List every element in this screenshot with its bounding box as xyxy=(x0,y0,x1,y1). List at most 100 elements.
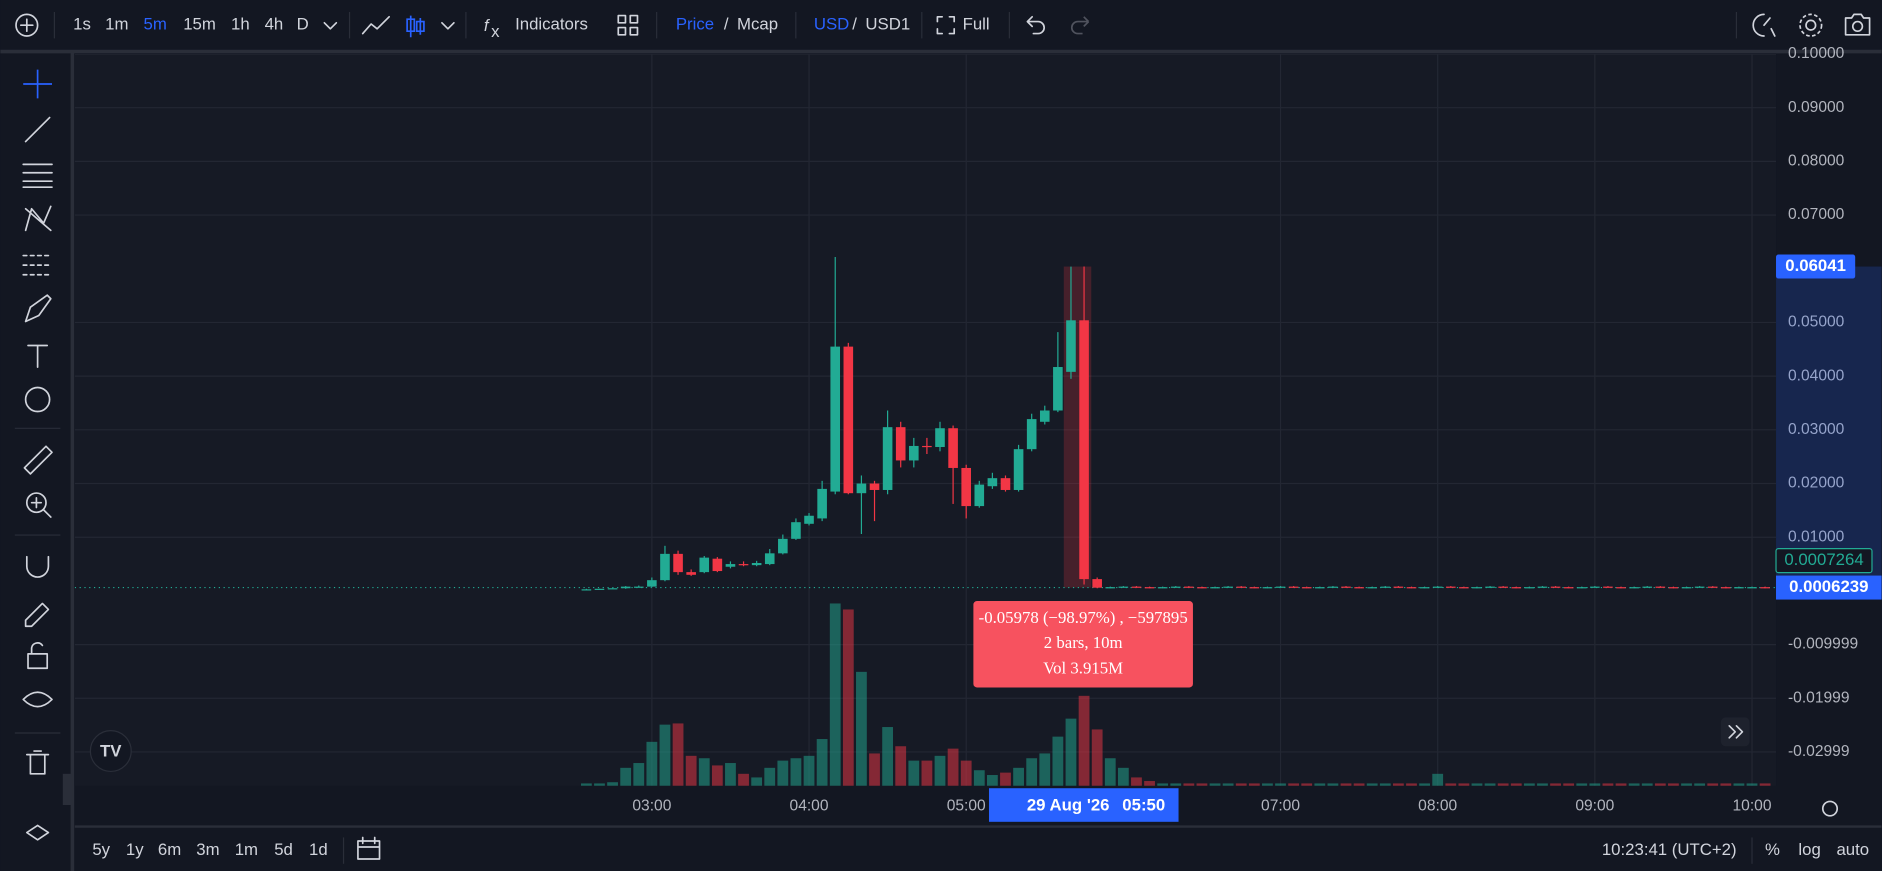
logo[interactable] xyxy=(89,730,132,773)
range-button[interactable]: 1y xyxy=(126,840,144,859)
volume-bar xyxy=(646,741,658,786)
add-symbol-button[interactable] xyxy=(15,13,39,37)
candle-body xyxy=(1262,587,1273,589)
crosshair-tool[interactable] xyxy=(23,69,53,99)
more-intervals[interactable] xyxy=(323,21,338,30)
projection-tool[interactable] xyxy=(22,254,53,276)
percent-toggle[interactable]: % xyxy=(1765,840,1780,859)
ruler-tool[interactable] xyxy=(23,445,53,475)
y-tick-label: 0.08000 xyxy=(1788,152,1845,169)
volume-bar xyxy=(607,782,618,786)
redo-button[interactable] xyxy=(1070,16,1090,35)
lock-draw-tool[interactable] xyxy=(24,602,50,628)
volume-bar xyxy=(1104,758,1116,786)
interval-button[interactable]: 1s xyxy=(73,15,91,34)
volume-bar xyxy=(659,724,671,786)
interval-button[interactable]: 1h xyxy=(231,15,250,34)
pattern-tool[interactable] xyxy=(24,205,52,232)
volume-bar xyxy=(1235,783,1247,786)
volume-bar xyxy=(1262,783,1273,786)
candle-body xyxy=(1249,587,1260,589)
alert-button[interactable] xyxy=(1752,13,1776,37)
volume-bar xyxy=(1078,695,1090,786)
volume-bar xyxy=(1589,783,1601,786)
fullscreen-button[interactable]: Full xyxy=(963,15,990,34)
usd1-toggle[interactable]: USD1 xyxy=(865,15,910,34)
settings-button[interactable] xyxy=(1805,19,1817,31)
lock-tool[interactable] xyxy=(27,642,49,670)
candle-body xyxy=(607,588,618,590)
candle-body xyxy=(594,588,605,590)
candle-body xyxy=(922,445,932,448)
fib-tool[interactable] xyxy=(22,163,53,188)
candle-body xyxy=(778,538,788,554)
undo-button[interactable] xyxy=(1026,15,1046,35)
candle-body xyxy=(1707,586,1718,588)
log-toggle[interactable]: log xyxy=(1798,840,1820,859)
volume-bar xyxy=(1615,783,1627,786)
range-button[interactable]: 3m xyxy=(196,840,219,859)
volume-bar xyxy=(1746,783,1758,786)
delete-tool[interactable] xyxy=(25,750,50,775)
visibility-tool[interactable] xyxy=(22,691,53,708)
trend-line-tool[interactable] xyxy=(24,116,51,143)
candle-body xyxy=(1092,579,1102,588)
candle-body xyxy=(647,580,657,587)
x-tick-label: 05:00 xyxy=(947,797,986,814)
range-button[interactable]: 6m xyxy=(158,840,181,859)
interval-button[interactable]: 15m xyxy=(183,15,216,34)
top-toolbar: f x Indicators Price / Mcap USD / USD1 F… xyxy=(15,11,1871,41)
candle-body xyxy=(1747,587,1757,589)
volume-bar xyxy=(1144,781,1155,786)
volume-bar xyxy=(908,760,920,786)
range-button[interactable]: 5y xyxy=(92,840,110,859)
axis-settings[interactable] xyxy=(1821,800,1839,817)
chart-type-menu[interactable] xyxy=(441,21,455,30)
candle-body xyxy=(791,522,801,539)
interval-button[interactable]: 4h xyxy=(265,15,284,34)
volume-bar xyxy=(829,603,841,786)
interval-button[interactable]: D xyxy=(297,15,309,34)
interval-button[interactable]: 5m xyxy=(144,15,167,34)
volume-bar xyxy=(1510,783,1522,786)
x-tick-label: 08:00 xyxy=(1418,797,1457,814)
volume-bar xyxy=(895,746,907,786)
usd-toggle[interactable]: USD xyxy=(814,15,849,34)
volume-bar xyxy=(1458,783,1470,786)
candle-body xyxy=(738,564,749,566)
brush-tool[interactable] xyxy=(24,294,52,323)
candle-body xyxy=(725,564,736,567)
candle-body xyxy=(1668,587,1679,589)
range-button[interactable]: 1m xyxy=(235,840,258,859)
line-chart-button[interactable] xyxy=(361,15,390,35)
text-tool[interactable] xyxy=(27,344,49,368)
collapse-toolbar[interactable] xyxy=(62,773,73,806)
volume-bar xyxy=(1117,767,1129,786)
snapshot-button[interactable] xyxy=(1844,13,1871,36)
goto-date-button[interactable] xyxy=(357,836,381,860)
indicators-button[interactable]: Indicators xyxy=(515,15,588,34)
volume-bar xyxy=(764,767,776,786)
magnet-tool[interactable] xyxy=(25,555,50,578)
range-button[interactable]: 1d xyxy=(309,840,328,859)
emoji-tool[interactable] xyxy=(24,386,51,413)
candle-body xyxy=(1498,586,1508,588)
layouts-button[interactable] xyxy=(617,14,639,36)
mcap-toggle[interactable]: Mcap xyxy=(737,15,778,34)
candle-body xyxy=(895,427,906,461)
candle-body xyxy=(804,515,814,524)
volume-bar xyxy=(1471,783,1483,786)
volume-bar xyxy=(1170,783,1182,786)
interval-button[interactable]: 1m xyxy=(105,15,128,34)
candles-button[interactable] xyxy=(406,15,425,38)
auto-toggle[interactable]: auto xyxy=(1836,840,1869,859)
zoom-tool[interactable] xyxy=(25,492,47,514)
range-button[interactable]: 5d xyxy=(274,840,293,859)
volume-bar xyxy=(698,758,710,786)
object-tree[interactable] xyxy=(25,824,50,841)
logo-mark: TV xyxy=(100,742,122,761)
candle-body xyxy=(1524,587,1535,589)
price-toggle[interactable]: Price xyxy=(676,15,714,34)
crosshair-date: 29 Aug '26 xyxy=(1027,796,1110,815)
candle-body xyxy=(581,589,592,591)
